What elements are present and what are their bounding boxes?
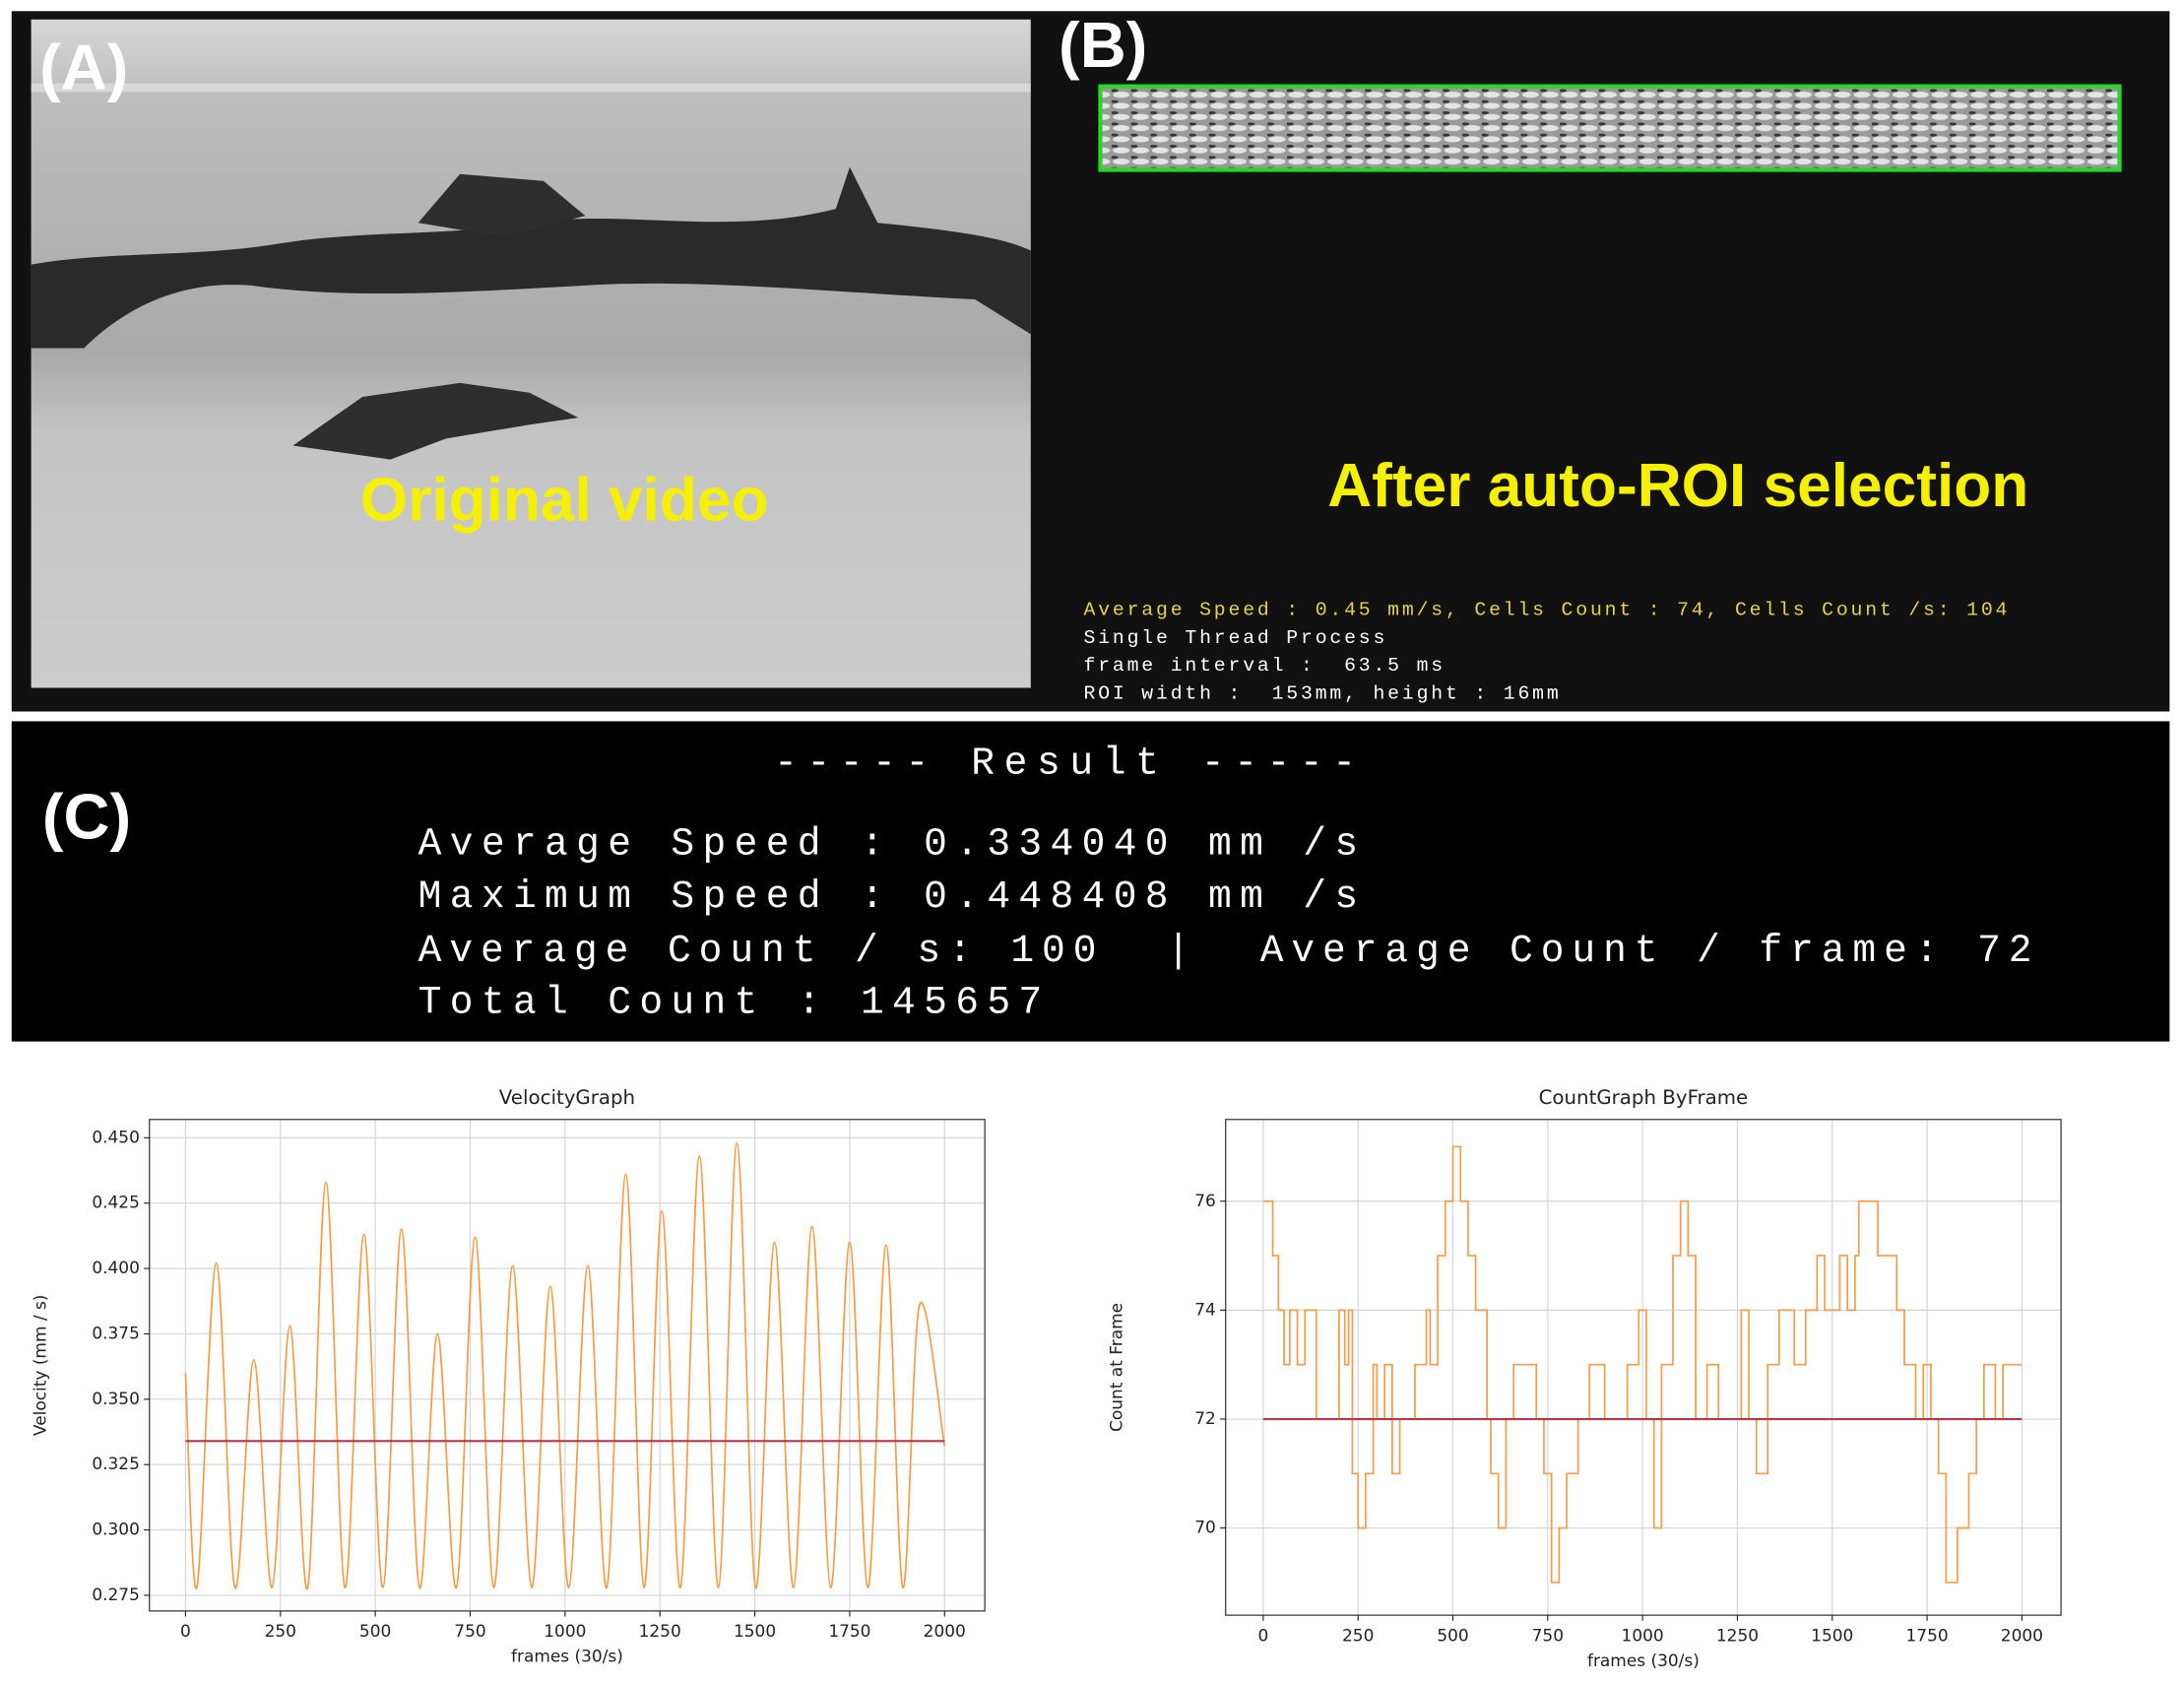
x-tick-label: 1000 [544, 1621, 586, 1641]
x-tick-label: 500 [1437, 1625, 1468, 1645]
y-axis-label: Velocity (mm / s) [30, 1295, 49, 1436]
x-tick-label: 1000 [1622, 1625, 1664, 1645]
x-tick-label: 250 [265, 1621, 296, 1641]
x-tick-label: 1250 [639, 1621, 681, 1641]
result-line: Average Speed : 0.334040 mm /s [418, 821, 1367, 866]
result-title: ----- Result ----- [774, 741, 1366, 785]
x-tick-label: 500 [359, 1621, 391, 1641]
x-tick-label: 1500 [1811, 1625, 1853, 1645]
x-tick-label: 1250 [1716, 1625, 1759, 1645]
result-line: Average Count / s: 100 | Average Count /… [418, 929, 2040, 973]
micrograph [31, 19, 1031, 688]
data-line [184, 1141, 946, 1590]
y-tick-label: 0.450 [92, 1127, 140, 1146]
x-tick-label: 2000 [924, 1621, 966, 1641]
dark-region [292, 382, 579, 460]
plot-area [149, 1119, 986, 1611]
chart-title: VelocityGraph [499, 1086, 635, 1109]
dark-region [418, 173, 586, 237]
x-tick-label: 750 [454, 1621, 485, 1641]
x-tick-label: 1750 [1906, 1625, 1949, 1645]
dark-region [31, 166, 1031, 349]
plot-frame [1225, 1119, 2062, 1616]
y-tick-label: 0.350 [92, 1389, 140, 1408]
y-tick-label: 0.425 [92, 1193, 140, 1212]
caption: After auto-ROI selection [1327, 452, 2028, 520]
y-tick-label: 74 [1194, 1299, 1216, 1319]
result-line: Maximum Speed : 0.448408 mm /s [418, 874, 1367, 919]
panel-label: (A) [39, 32, 128, 103]
x-tick-label: 1500 [734, 1621, 776, 1641]
y-tick-label: 0.300 [92, 1520, 140, 1539]
y-tick-label: 72 [1194, 1408, 1216, 1428]
overlay-text: ROI width : 153mm, height : 16mm [1084, 682, 1562, 704]
x-tick-label: 250 [1342, 1625, 1374, 1645]
chart-title: CountGraph ByFrame [1539, 1086, 1749, 1109]
y-tick-label: 0.400 [92, 1258, 140, 1277]
y-tick-label: 0.325 [92, 1454, 140, 1473]
x-tick-label: 0 [1257, 1625, 1268, 1645]
x-tick-label: 750 [1532, 1625, 1564, 1645]
y-axis-label: Count at Frame [1106, 1303, 1125, 1432]
overlay-text: frame interval : 63.5 ms [1084, 655, 1445, 677]
vessel-edge [31, 83, 1031, 93]
overlay-text: Average Speed : 0.45 mm/s, Cells Count :… [1084, 600, 2011, 621]
panel-label: (C) [42, 780, 131, 852]
charts: 0 250 500 750 1000 1250 1500 1750 2000 0.275 0.300… [30, 1086, 2062, 1670]
y-tick-label: 76 [1194, 1191, 1216, 1210]
result-line: Total Count : 145657 [418, 980, 1051, 1024]
plot-frame [149, 1119, 986, 1612]
x-axis-label: frames (30/s) [1587, 1650, 1700, 1670]
plot-area [1225, 1119, 2062, 1616]
console-background [11, 721, 2170, 1042]
caption: Original video [360, 466, 769, 534]
x-axis-label: frames (30/s) [511, 1647, 623, 1666]
x-tick-label: 1750 [828, 1621, 870, 1641]
y-tick-label: 0.275 [92, 1585, 140, 1604]
panel-a: (A) Original video [31, 19, 1031, 688]
x-tick-label: 2000 [2001, 1625, 2043, 1645]
y-tick-label: 70 [1194, 1518, 1216, 1537]
y-tick-label: 0.375 [92, 1323, 140, 1342]
panel-b: (B) After auto-ROI selection Average Spe… [1059, 9, 2122, 704]
overlay-text: Single Thread Process [1084, 627, 1388, 649]
panel-c: (C) ----- Result ----- Average Speed : 0… [11, 721, 2170, 1042]
roi-box [1098, 84, 2122, 172]
panel-label: (B) [1059, 9, 1147, 81]
data-line [1262, 1145, 2023, 1584]
x-tick-label: 0 [180, 1621, 191, 1641]
